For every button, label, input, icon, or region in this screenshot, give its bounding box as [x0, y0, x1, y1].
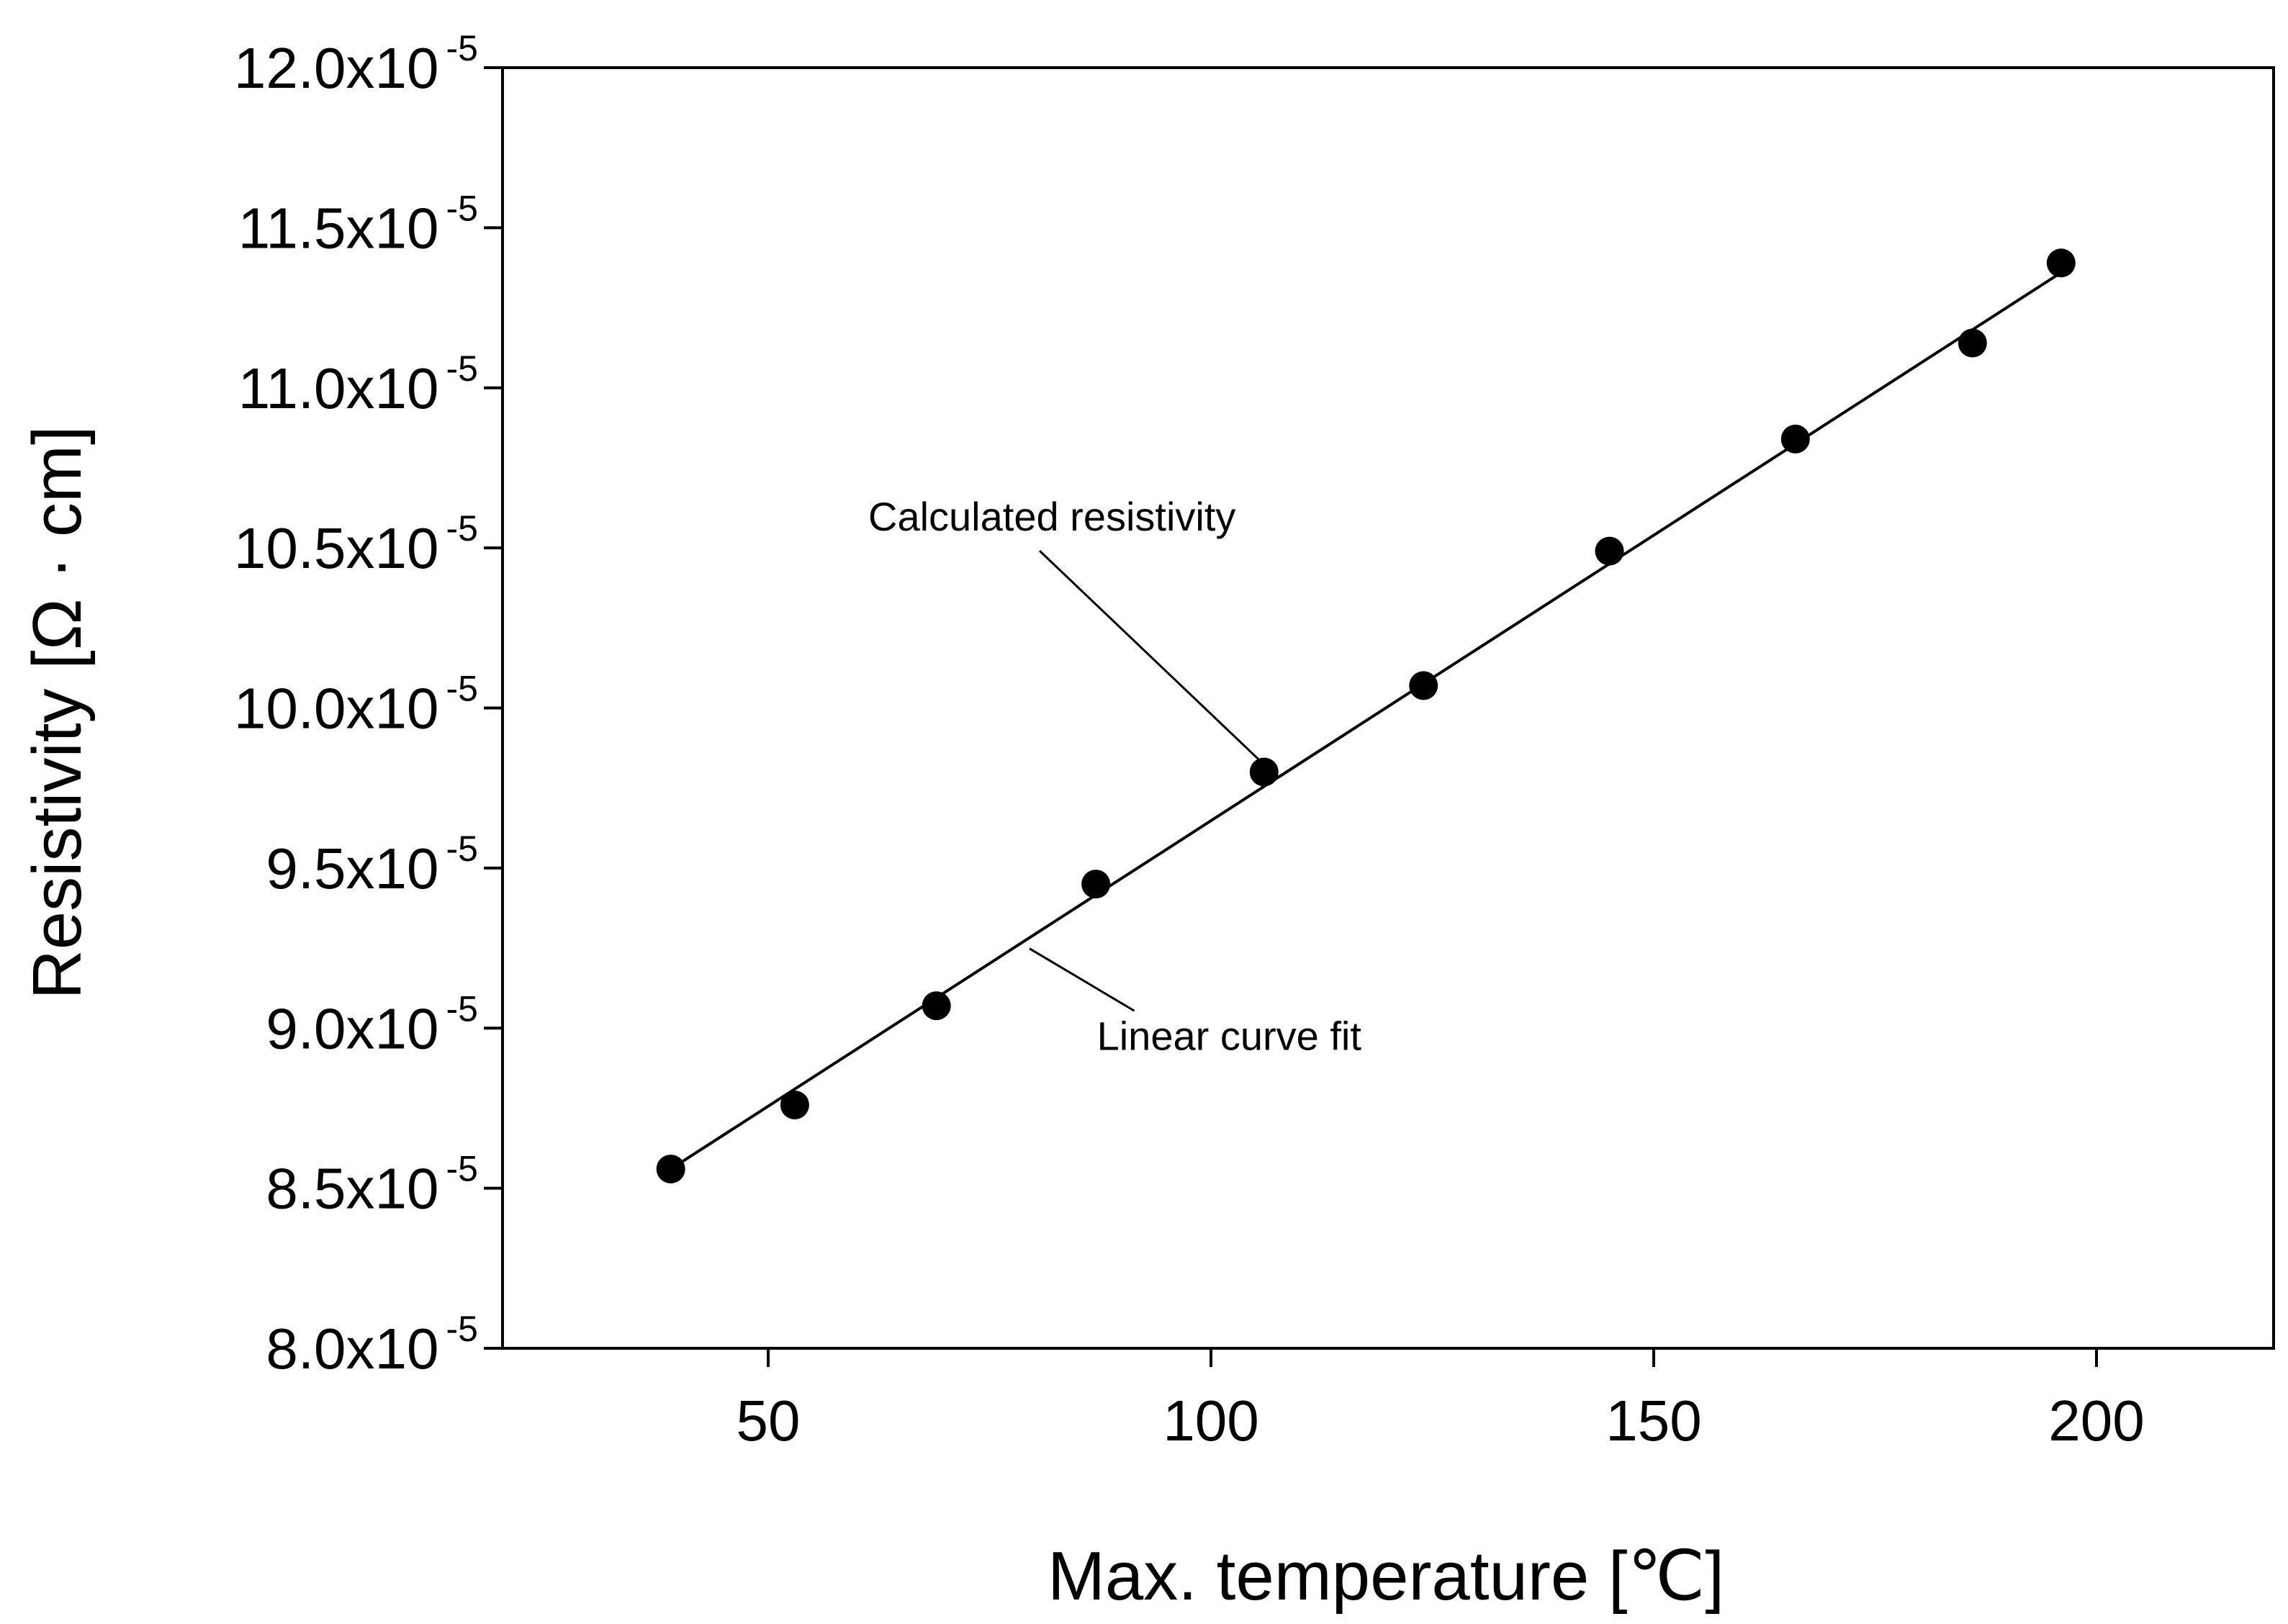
annotation-layer: Calculated resistivity Linear curve fit — [868, 494, 1361, 1058]
x-tick-label: 200 — [2048, 1389, 2144, 1453]
data-point — [780, 1090, 809, 1119]
y-tick-label: 8.5x10 -5 — [266, 1149, 478, 1221]
data-point — [1595, 536, 1624, 566]
y-tick-label: 10.5x10 -5 — [234, 508, 478, 580]
annotation-leader-line — [1029, 947, 1135, 1012]
data-point — [1409, 671, 1438, 700]
data-point — [1249, 757, 1279, 787]
y-axis-title: Resistivity [Ω · cm] — [19, 425, 96, 999]
y-tick-label: 11.5x10 -5 — [238, 188, 478, 260]
x-axis: 50 100 150 200 — [737, 1348, 2145, 1453]
y-tick-label: 10.0x10 -5 — [234, 669, 478, 741]
y-tick-label: 9.0x10 -5 — [266, 988, 478, 1060]
annotation-leader-line — [1038, 550, 1261, 762]
y-tick-label: 8.0x10 -5 — [266, 1309, 478, 1381]
linear-fit-line — [670, 271, 2062, 1170]
x-tick-label: 150 — [1605, 1389, 1701, 1453]
data-point — [2046, 248, 2076, 278]
data-point — [922, 991, 951, 1021]
x-tick-label: 50 — [737, 1389, 801, 1453]
annotation-label: Calculated resistivity — [868, 494, 1235, 539]
y-tick-label: 9.5x10 -5 — [266, 829, 478, 901]
y-tick-label: 11.0x10 -5 — [238, 348, 478, 420]
y-tick-label: 12.0x10 -5 — [234, 28, 478, 100]
data-point — [1081, 870, 1111, 899]
y-axis: 8.0x10 -5 8.5x10 -5 9.0x10 -5 9.5x10 -5 10.0x10-… — [234, 28, 503, 1381]
data-point — [1780, 424, 1810, 454]
x-tick-label: 100 — [1163, 1389, 1258, 1453]
data-point — [1958, 328, 1987, 358]
annotation-label: Linear curve fit — [1097, 1013, 1362, 1058]
linear-fit-layer — [670, 271, 2062, 1170]
data-point — [656, 1154, 685, 1183]
data-points-layer — [656, 248, 2076, 1183]
x-axis-title: Max. temperature [℃] — [1048, 1538, 1724, 1615]
